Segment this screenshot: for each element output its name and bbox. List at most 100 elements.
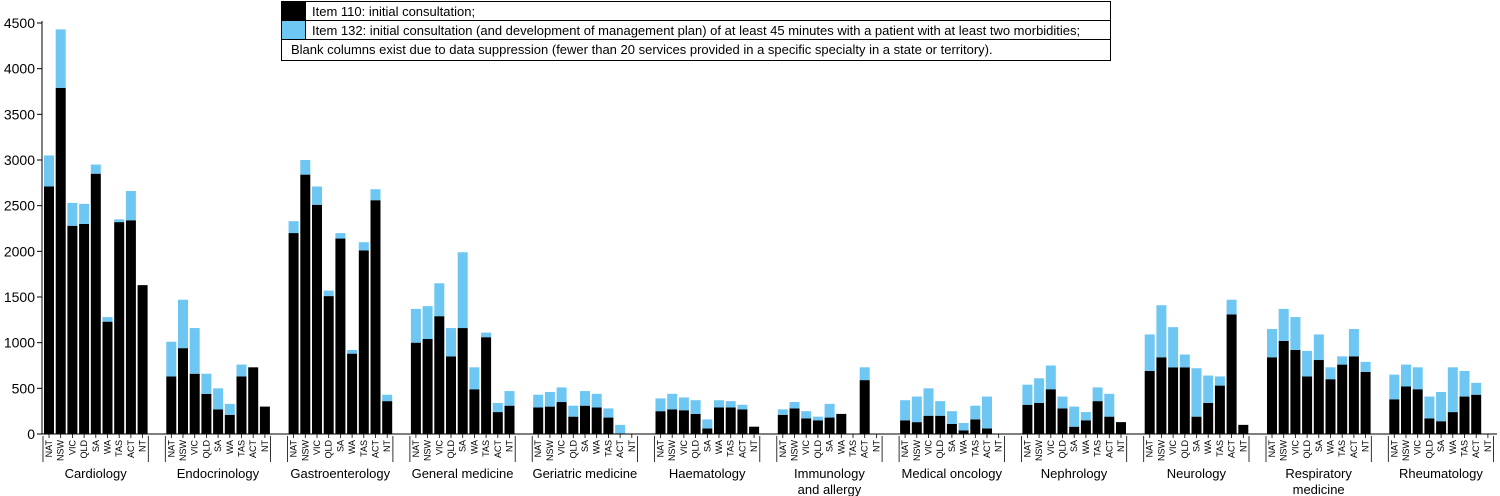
bar-item132 — [1226, 299, 1237, 315]
bar-item110 — [102, 321, 113, 434]
bar-item110 — [1191, 416, 1202, 434]
bar-item132 — [824, 403, 835, 418]
state-label: TAS — [114, 440, 124, 457]
bar-item110 — [725, 407, 736, 434]
state-label: NAT — [900, 440, 910, 458]
state-label: VIC — [801, 440, 811, 456]
bar-item110 — [1412, 389, 1423, 434]
state-label: WA — [592, 440, 602, 454]
bar-item132 — [323, 290, 334, 297]
state-label: NAT — [1389, 440, 1399, 458]
bar-item132 — [469, 367, 480, 390]
state-label: NSW — [1034, 439, 1044, 461]
bar-item132 — [1057, 396, 1068, 409]
bar-item110 — [300, 174, 311, 434]
bar-item132 — [1022, 384, 1033, 405]
bar-item110 — [1080, 420, 1091, 434]
group-label: Immunology — [794, 466, 865, 481]
bar-item132 — [1179, 354, 1190, 368]
state-label: WA — [103, 440, 113, 454]
bar-item110 — [259, 406, 270, 434]
bar-item110 — [690, 413, 701, 434]
state-label: TAS — [1337, 440, 1347, 457]
bar-item132 — [1360, 361, 1371, 372]
bar-item132 — [1144, 334, 1155, 371]
bar-item132 — [201, 373, 212, 394]
bar-item132 — [1302, 350, 1313, 377]
bar-item132 — [777, 409, 788, 415]
bar-item132 — [236, 364, 247, 377]
bars — [44, 29, 1482, 434]
bar-item110 — [982, 428, 992, 434]
bar-item110 — [347, 353, 358, 434]
y-tick-label: 3000 — [4, 152, 35, 168]
state-label: VIC — [434, 440, 444, 456]
state-label: ACT — [982, 439, 992, 458]
bar-item132 — [533, 394, 544, 408]
bar-item132 — [55, 29, 66, 88]
bar-item132 — [102, 317, 113, 322]
state-label: TAS — [1460, 440, 1470, 457]
bar-item110 — [55, 87, 66, 434]
bar-item132 — [911, 396, 922, 423]
state-label: NAT — [533, 440, 543, 458]
bar-item110 — [323, 296, 334, 434]
bar-item110 — [1238, 424, 1249, 434]
bar-item132 — [1034, 378, 1045, 403]
bar-item132 — [690, 400, 701, 414]
state-label: WA — [714, 440, 724, 454]
bar-item110 — [1203, 402, 1214, 434]
bar-item132 — [358, 242, 369, 251]
bar-item132 — [125, 191, 136, 221]
legend-label-110: Item 110: initial consultation; — [312, 4, 476, 19]
state-label: NSW — [300, 439, 310, 461]
bar-item110 — [859, 380, 870, 434]
bar-item110 — [812, 420, 823, 434]
state-label: QLD — [446, 440, 456, 459]
bar-item132 — [714, 400, 724, 408]
bar-item132 — [1325, 367, 1336, 380]
bar-item110 — [1104, 416, 1115, 434]
bar-item132 — [900, 400, 911, 421]
state-label: VIC — [1168, 440, 1178, 456]
state-label: VIC — [557, 440, 567, 456]
state-label: SA — [825, 440, 835, 452]
state-label: NAT — [1022, 440, 1032, 458]
state-label: QLD — [324, 440, 334, 459]
y-tick-label: 1000 — [4, 335, 35, 351]
bar-item132 — [1290, 317, 1301, 350]
bar-item132 — [335, 233, 346, 239]
bar-item110 — [312, 204, 322, 434]
bar-item132 — [580, 391, 590, 406]
state-label: QLD — [201, 440, 211, 459]
bar-item110 — [1116, 422, 1126, 434]
state-label: VIC — [1413, 440, 1423, 456]
state-label: ACT — [860, 439, 870, 458]
bar-item110 — [1267, 357, 1277, 434]
state-label: ACT — [1227, 439, 1237, 458]
bar-item110 — [678, 410, 689, 434]
group-label: Respiratory — [1285, 466, 1352, 481]
state-label: NT — [1361, 440, 1371, 452]
bar-item110 — [655, 411, 666, 434]
bar-item132 — [801, 411, 812, 419]
state-label: ACT — [615, 439, 625, 458]
bar-item110 — [958, 430, 969, 434]
bar-item132 — [1389, 374, 1400, 400]
bar-item132 — [1278, 308, 1289, 341]
state-label: WA — [836, 440, 846, 454]
bar-item110 — [79, 223, 90, 434]
y-tick-label: 2500 — [4, 198, 35, 214]
state-label: NT — [260, 440, 270, 452]
bar-item110 — [900, 420, 911, 434]
state-label: NSW — [790, 439, 800, 461]
state-label: QLD — [1180, 440, 1190, 459]
state-label: SA — [702, 440, 712, 452]
state-label: TAS — [848, 440, 858, 457]
y-tick-label: 500 — [12, 380, 36, 396]
bar-item132 — [568, 405, 579, 417]
bar-item132 — [678, 397, 689, 411]
bar-item132 — [970, 405, 981, 420]
state-label: VIC — [679, 440, 689, 456]
bar-item110 — [1179, 367, 1190, 434]
